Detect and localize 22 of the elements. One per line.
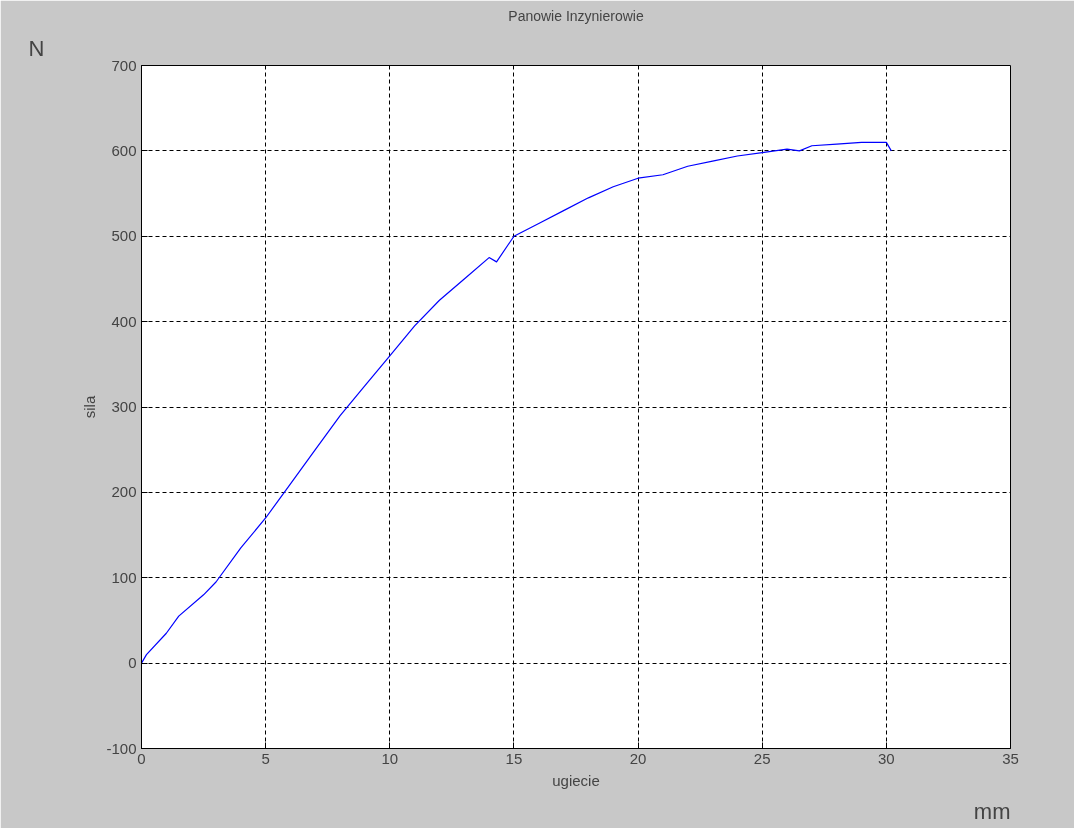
y-tick-label: 200 (111, 483, 137, 501)
y-tick-label: 400 (111, 312, 137, 330)
y-tick-label: 700 (111, 56, 137, 74)
y-tick-label: -100 (106, 739, 137, 757)
x-tick-label: 10 (381, 749, 399, 767)
x-tick-label: 5 (261, 749, 270, 767)
x-tick-label: 30 (878, 749, 895, 767)
chart-title: Panowie Inzynierowie (508, 7, 644, 24)
text: mm (973, 798, 1011, 824)
x-tick-label: 35 (1002, 749, 1019, 767)
y-tick-label: 100 (111, 568, 137, 586)
y-axis-title: sila (81, 395, 99, 419)
x-tick-label: 25 (753, 749, 771, 767)
x-axis-title: ugiecie (552, 771, 600, 789)
y-tick-label: 600 (111, 141, 137, 159)
line-series (141, 141, 892, 664)
y-tick-label: 500 (111, 227, 137, 245)
y-tick-label: 300 (111, 398, 137, 415)
text: N (28, 35, 45, 61)
x-tick-label: 15 (505, 749, 523, 767)
x-tick-label: 20 (629, 749, 647, 767)
y-tick-label: 0 (128, 654, 137, 672)
